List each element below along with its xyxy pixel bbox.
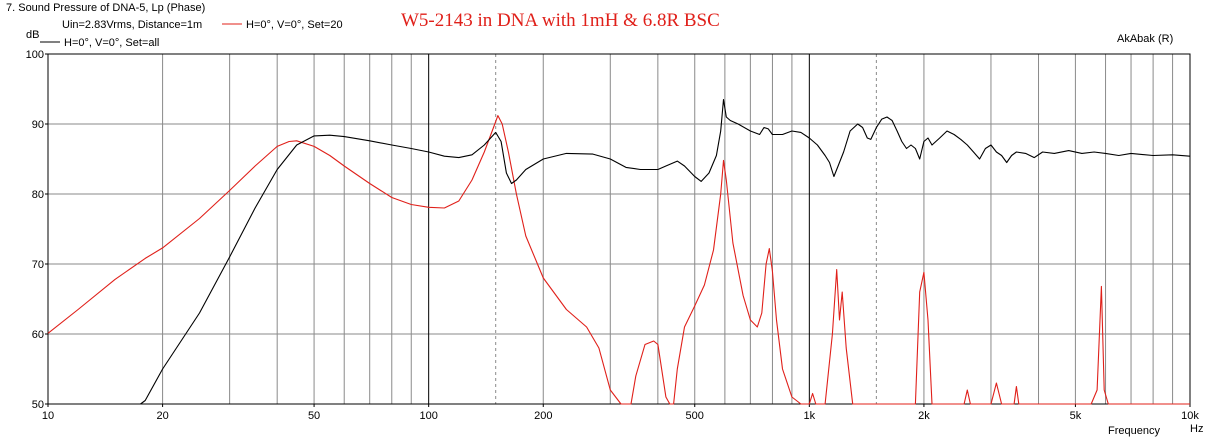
chart-annotation: W5-2143 in DNA with 1mH & 6.8R BSC [401, 10, 720, 31]
legend-header: Uin=2.83Vrms, Distance=1m [62, 19, 202, 31]
x-tick-label: 2k [918, 410, 930, 422]
x-unit-label: Hz [1190, 423, 1203, 435]
major-grid [428, 54, 810, 404]
series-group [47, 98, 1191, 405]
plot-frame [47, 53, 1191, 405]
y-tick-label: 90 [32, 119, 44, 131]
x-tick-label: 1k [804, 410, 816, 422]
chart-title: 7. Sound Pressure of DNA-5, Lp (Phase) [6, 2, 205, 14]
x-tick-label: 100 [419, 410, 437, 422]
y-unit-label: dB [26, 29, 39, 41]
series-line-set20 [47, 115, 1190, 405]
y-tick-label: 70 [32, 259, 44, 271]
x-axis-label: Frequency [1108, 425, 1160, 437]
brand-label: AkAbak (R) [1117, 33, 1173, 45]
legend: Uin=2.83Vrms, Distance=1m H=0°, V=0°, Se… [40, 19, 343, 49]
legend-label-setall: H=0°, V=0°, Set=all [64, 37, 159, 49]
x-tick-label: 5k [1070, 410, 1082, 422]
x-tick-label: 500 [686, 410, 704, 422]
y-tick-label: 50 [32, 399, 44, 411]
y-tick-label: 80 [32, 189, 44, 201]
x-tick-label: 20 [156, 410, 168, 422]
x-axis-ticks: 10 20 50 100 200 500 1k 2k 5k 10k [42, 404, 1199, 422]
legend-label-set20: H=0°, V=0°, Set=20 [246, 19, 343, 31]
series-line-setall [48, 98, 1191, 405]
x-tick-label: 50 [308, 410, 320, 422]
y-tick-label: 100 [26, 49, 44, 61]
y-axis-ticks: 100 90 80 70 60 50 [26, 49, 48, 411]
x-tick-label: 10 [42, 410, 54, 422]
x-tick-label: 200 [534, 410, 552, 422]
y-tick-label: 60 [32, 329, 44, 341]
minor-grid [48, 54, 1190, 404]
x-tick-label: 10k [1181, 410, 1199, 422]
